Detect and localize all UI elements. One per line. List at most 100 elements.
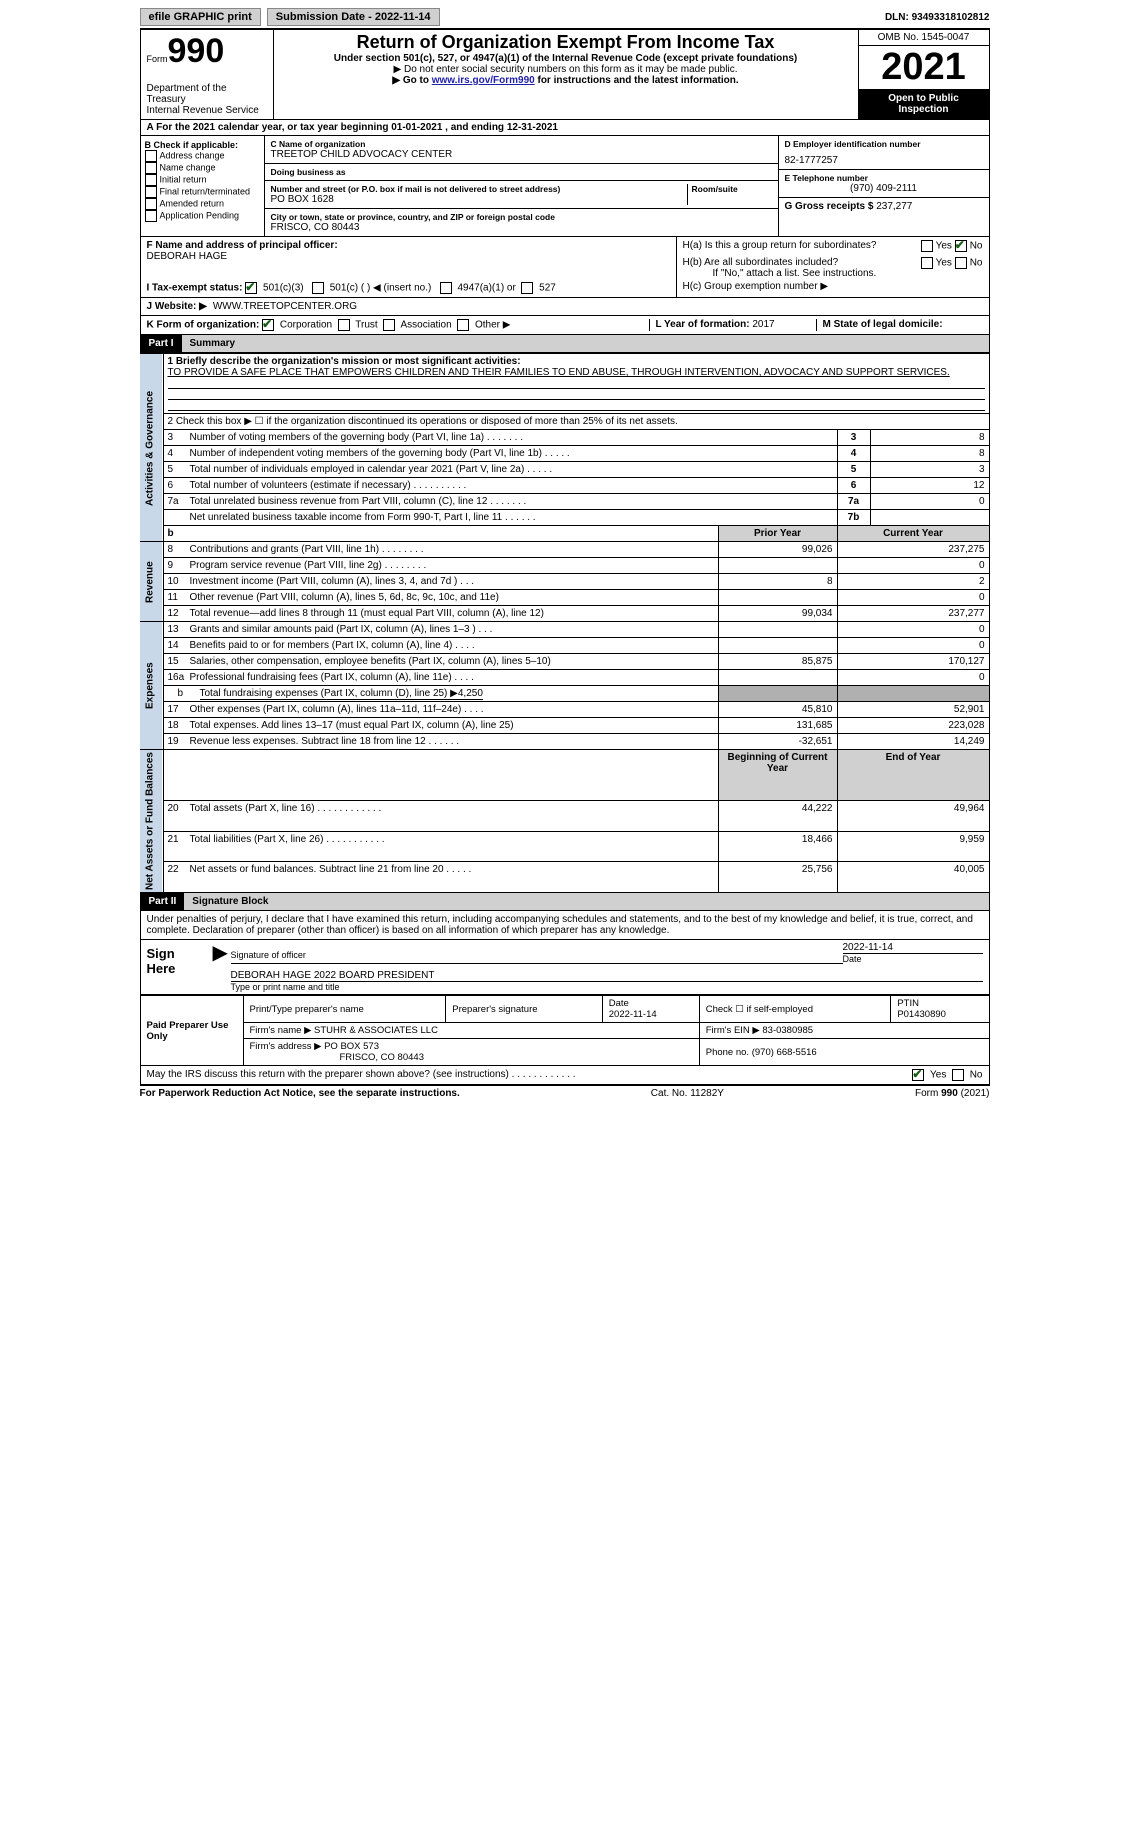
ha-yes: Yes	[936, 241, 952, 252]
subtitle-3: ▶ Go to www.irs.gov/Form990 for instruct…	[276, 75, 856, 86]
lbl-name-change: Name change	[160, 162, 216, 172]
domicile-label: M State of legal domicile:	[823, 319, 943, 330]
firm-phone-label: Phone no.	[706, 1047, 752, 1058]
block-i: I Tax-exempt status: 501(c)(3) 501(c) ( …	[147, 282, 670, 294]
sig-date-label: Date	[843, 954, 983, 964]
declaration-text: Under penalties of perjury, I declare th…	[141, 911, 989, 939]
blocks-bcd: B Check if applicable: Address change Na…	[140, 136, 990, 237]
footer-right: Form 990 (2021)	[915, 1088, 989, 1099]
table-row: 19Revenue less expenses. Subtract line 1…	[140, 734, 989, 750]
year-formation-value: 2017	[752, 319, 774, 330]
block-c: C Name of organization TREETOP CHILD ADV…	[265, 136, 778, 236]
table-row: 20Total assets (Part X, line 16) . . . .…	[140, 801, 989, 832]
part2-header: Part II Signature Block	[140, 893, 990, 911]
chk-ha-yes[interactable]	[921, 240, 933, 252]
side-expenses: Expenses	[140, 622, 163, 750]
firm-name-value: STUHR & ASSOCIATES LLC	[314, 1025, 438, 1036]
goto-suffix: for instructions and the latest informat…	[535, 75, 739, 86]
dln-value: 93493318102812	[912, 12, 990, 23]
prep-sig-label: Preparer's signature	[446, 996, 603, 1023]
lbl-amended-return: Amended return	[160, 198, 225, 208]
hb-row: H(b) Are all subordinates included? Yes …	[683, 257, 983, 268]
hb-yes: Yes	[936, 258, 952, 269]
tax-year: 2021	[859, 46, 989, 89]
dln-label: DLN:	[885, 12, 912, 23]
sig-name-value: DEBORAH HAGE 2022 BOARD PRESIDENT	[231, 964, 983, 982]
table-row: 15Salaries, other compensation, employee…	[140, 654, 989, 670]
chk-amended-return[interactable]	[145, 198, 157, 210]
omb-number: OMB No. 1545-0047	[859, 30, 989, 46]
chk-501c[interactable]	[312, 282, 324, 294]
gross-receipts-label: G Gross receipts $	[785, 201, 877, 212]
chk-trust[interactable]	[338, 319, 350, 331]
irs-link[interactable]: www.irs.gov/Form990	[432, 75, 535, 86]
dept-treasury: Department of the Treasury	[147, 83, 267, 105]
table-row: bTotal fundraising expenses (Part IX, co…	[140, 686, 989, 702]
firm-addr1: PO BOX 573	[324, 1041, 379, 1052]
submission-date-button[interactable]: Submission Date - 2022-11-14	[267, 8, 440, 26]
officer-name: DEBORAH HAGE	[147, 251, 670, 262]
submission-date-label: Submission Date -	[276, 11, 375, 23]
block-j: J Website: ▶ WWW.TREETOPCENTER.ORG	[140, 298, 990, 316]
chk-discuss-no[interactable]	[952, 1069, 964, 1081]
room-label: Room/suite	[692, 184, 772, 194]
part2-title: Signature Block	[184, 893, 988, 910]
hb-no: No	[970, 258, 983, 269]
dln-field: DLN: 93493318102812	[885, 12, 990, 23]
prep-date-label: Date	[609, 998, 629, 1009]
efile-print-button[interactable]: efile GRAPHIC print	[140, 8, 261, 26]
block-b-checkboxes: B Check if applicable: Address change Na…	[141, 136, 265, 236]
chk-application-pending[interactable]	[145, 210, 157, 222]
summary-table: Activities & Governance 1 Briefly descri…	[140, 353, 990, 893]
prior-year-header: Prior Year	[718, 526, 837, 542]
footer: For Paperwork Reduction Act Notice, see …	[140, 1085, 990, 1099]
table-row: 18Total expenses. Add lines 13–17 (must …	[140, 718, 989, 734]
chk-corporation[interactable]	[262, 319, 274, 331]
phone-value: (970) 409-2111	[785, 183, 983, 194]
firm-name-label: Firm's name ▶	[250, 1025, 315, 1036]
lbl-4947: 4947(a)(1) or	[457, 283, 515, 294]
org-name: TREETOP CHILD ADVOCACY CENTER	[271, 149, 772, 160]
address-label: Number and street (or P.O. box if mail i…	[271, 184, 683, 194]
ptin-label: PTIN	[897, 998, 919, 1009]
part1-num: Part I	[141, 335, 182, 352]
table-row: 22Net assets or fund balances. Subtract …	[140, 862, 989, 893]
table-row: 21Total liabilities (Part X, line 26) . …	[140, 831, 989, 862]
tax-status-label: I Tax-exempt status:	[147, 283, 243, 294]
table-row: 9Program service revenue (Part VIII, lin…	[140, 558, 989, 574]
lbl-501c: 501(c) ( ) ◀ (insert no.)	[330, 283, 432, 294]
side-activities: Activities & Governance	[140, 354, 163, 542]
form-number: 990	[168, 32, 225, 70]
part1-header: Part I Summary	[140, 335, 990, 353]
chk-name-change[interactable]	[145, 162, 157, 174]
table-row: 6Total number of volunteers (estimate if…	[140, 478, 989, 494]
chk-hb-yes[interactable]	[921, 257, 933, 269]
table-row: 17Other expenses (Part IX, column (A), l…	[140, 702, 989, 718]
chk-4947[interactable]	[440, 282, 452, 294]
mission-text: TO PROVIDE A SAFE PLACE THAT EMPOWERS CH…	[168, 367, 985, 378]
form-word: Form	[147, 54, 168, 64]
block-klm: K Form of organization: Corporation Trus…	[140, 316, 990, 335]
lbl-corporation: Corporation	[280, 320, 332, 331]
current-year-header: Current Year	[837, 526, 989, 542]
table-row: Net unrelated business taxable income fr…	[140, 510, 989, 526]
chk-501c3[interactable]	[245, 282, 257, 294]
table-row: 12Total revenue—add lines 8 through 11 (…	[140, 606, 989, 622]
preparer-table: Paid Preparer Use Only Print/Type prepar…	[140, 995, 990, 1066]
chk-hb-no[interactable]	[955, 257, 967, 269]
city-value: FRISCO, CO 80443	[271, 222, 772, 233]
chk-address-change[interactable]	[145, 150, 157, 162]
chk-ha-no[interactable]	[955, 240, 967, 252]
chk-association[interactable]	[383, 319, 395, 331]
firm-addr-label: Firm's address ▶	[250, 1041, 325, 1052]
form-990-page: efile GRAPHIC print Submission Date - 20…	[132, 0, 998, 1107]
chk-discuss-yes[interactable]	[912, 1069, 924, 1081]
chk-final-return[interactable]	[145, 186, 157, 198]
chk-527[interactable]	[521, 282, 533, 294]
chk-initial-return[interactable]	[145, 174, 157, 186]
officer-label: F Name and address of principal officer:	[147, 240, 670, 251]
lbl-address-change: Address change	[160, 150, 225, 160]
lbl-association: Association	[401, 320, 452, 331]
lbl-trust: Trust	[355, 320, 377, 331]
chk-other[interactable]	[457, 319, 469, 331]
